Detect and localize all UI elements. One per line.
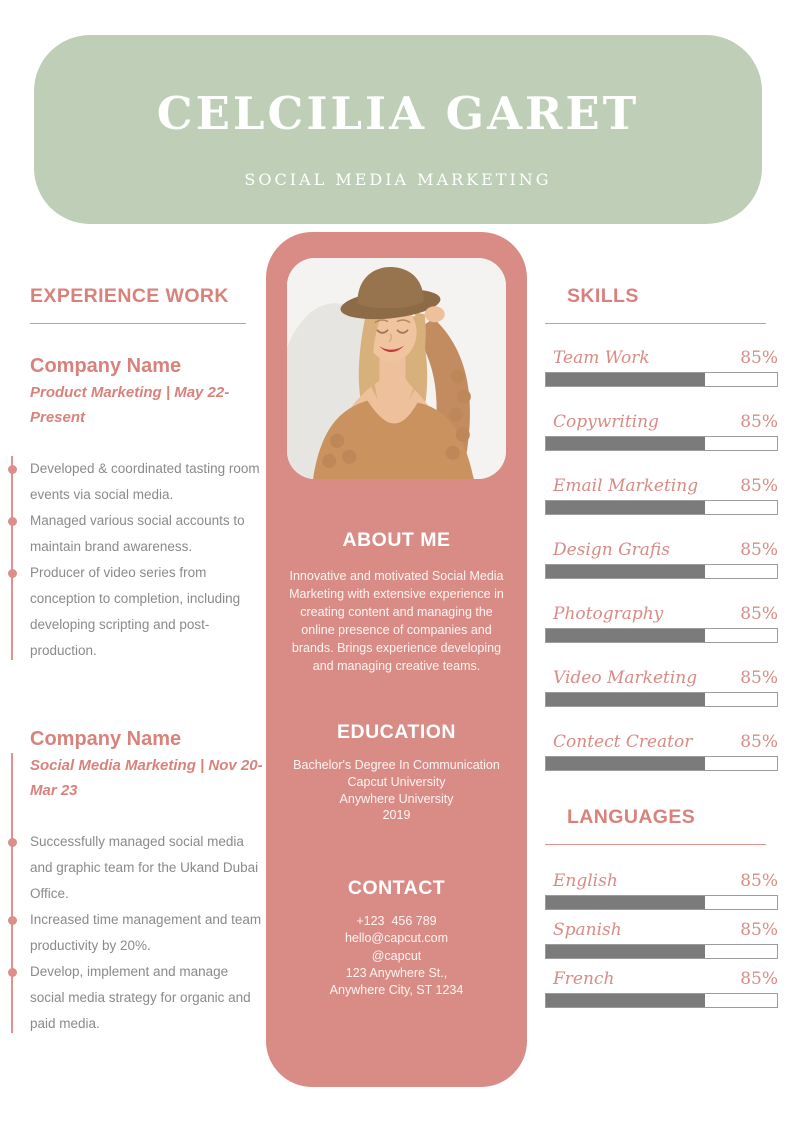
- job2-company: Company Name: [30, 728, 182, 750]
- language-percent: 85%: [740, 920, 778, 940]
- job-bullet: Increased time management and team produ…: [7, 907, 263, 959]
- skills-divider: [545, 323, 766, 324]
- skill-bar: [545, 564, 778, 579]
- experience-heading: EXPERIENCE WORK: [30, 285, 229, 307]
- job-bullet: Successfully managed social media and gr…: [7, 829, 263, 907]
- contact-line: hello@capcut.com: [344, 931, 448, 946]
- education-line: Bachelor's Degree In Communication: [293, 758, 500, 772]
- job-entry-1: Company Name Product Marketing | May 22-…: [7, 355, 263, 664]
- skill-percent: 85%: [740, 412, 778, 432]
- contact-lines: +123 456 789 hello@capcut.com @capcut 123 A…: [266, 913, 527, 999]
- job2-meta: Social Media Marketing | Nov 20-Mar 23: [30, 757, 263, 799]
- profile-photo: [287, 258, 506, 479]
- job-entry-2: Company Name Social Media Marketing | No…: [7, 728, 263, 1037]
- skill-percent: 85%: [740, 668, 778, 688]
- language-row: English 85%: [545, 871, 778, 910]
- skill-bar-fill: [546, 693, 706, 706]
- education-line: Capcut University: [347, 774, 446, 789]
- skill-row: Email Marketing 85%: [545, 476, 778, 515]
- skill-label: Contect Creator: [553, 732, 693, 752]
- language-label: English: [553, 871, 618, 891]
- skill-row: Video Marketing 85%: [545, 668, 778, 707]
- education-lines: Bachelor's Degree In Communication Capcut…: [266, 757, 527, 824]
- job2-bullet-list: Successfully managed social media and gr…: [7, 753, 263, 1037]
- skill-label: Copywriting: [553, 412, 659, 432]
- skill-row: Copywriting 85%: [545, 412, 778, 451]
- language-row: Spanish 85%: [545, 920, 778, 959]
- skill-bar-fill: [546, 501, 706, 514]
- languages-rows: English 85% Spanish 85%: [545, 871, 778, 1008]
- education-heading: EDUCATION: [337, 721, 456, 743]
- header-band: CELCILIA GARET SOCIAL MEDIA MARKETING: [34, 35, 762, 224]
- skill-bar: [545, 628, 778, 643]
- contact-line: 123 Anywhere St.,: [345, 965, 448, 980]
- languages-divider: [545, 844, 766, 845]
- about-heading: ABOUT ME: [342, 529, 451, 551]
- skill-bar-fill: [546, 629, 706, 642]
- language-bar-fill: [546, 896, 706, 909]
- skill-percent: 85%: [740, 540, 778, 560]
- skill-bar-fill: [546, 373, 706, 386]
- skill-label: Email Marketing: [553, 476, 699, 496]
- skill-bar: [545, 436, 778, 451]
- about-text: Innovative and motivated Social Media Ma…: [289, 569, 504, 673]
- job1-company: Company Name: [30, 355, 182, 377]
- skills-rows: Team Work 85% Copywriting 85%: [545, 348, 778, 771]
- skill-bar: [545, 500, 778, 515]
- language-bar: [545, 895, 778, 910]
- job-bullet: Producer of video series from conception…: [7, 560, 263, 664]
- skills-heading: SKILLS: [567, 285, 639, 307]
- experience-section: EXPERIENCE WORK Company Name Product Mar…: [7, 285, 263, 1037]
- education-line: 2019: [382, 808, 411, 823]
- languages-heading: LANGUAGES: [567, 806, 696, 828]
- skill-label: Video Marketing: [553, 668, 698, 688]
- contact-line: +123 456 789: [356, 914, 437, 929]
- skill-label: Photography: [553, 604, 664, 624]
- contact-line: Anywhere City, ST 1234: [329, 983, 464, 997]
- skill-bar-fill: [546, 565, 706, 578]
- skill-label: Design Grafis: [553, 540, 670, 560]
- skill-percent: 85%: [740, 348, 778, 368]
- skill-percent: 85%: [740, 604, 778, 624]
- education-line: Anywhere University: [339, 791, 454, 806]
- skill-percent: 85%: [740, 476, 778, 496]
- contact-line: @capcut: [371, 948, 422, 963]
- language-percent: 85%: [740, 969, 778, 989]
- skill-row: Team Work 85%: [545, 348, 778, 387]
- skill-bar-fill: [546, 757, 706, 770]
- language-bar: [545, 993, 778, 1008]
- job1-bullet-list: Developed & coordinated tasting room eve…: [7, 456, 263, 664]
- job1-meta: Product Marketing | May 22-Present: [30, 384, 230, 426]
- skill-percent: 85%: [740, 732, 778, 752]
- language-bar-fill: [546, 945, 706, 958]
- profile-photo-illustration: [287, 258, 506, 479]
- job-bullet: Managed various social accounts to maint…: [7, 508, 263, 560]
- contact-heading: CONTACT: [347, 877, 446, 900]
- skill-row: Photography 85%: [545, 604, 778, 643]
- profile-card: ABOUT ME Innovative and motivated Social…: [266, 232, 527, 1087]
- language-percent: 85%: [740, 871, 778, 891]
- skill-row: Contect Creator 85%: [545, 732, 778, 771]
- language-label: French: [553, 969, 615, 989]
- job-bullet: Develop, implement and manage social med…: [7, 959, 263, 1037]
- skill-row: Design Grafis 85%: [545, 540, 778, 579]
- skill-bar: [545, 372, 778, 387]
- language-bar-fill: [546, 994, 706, 1007]
- skill-label: Team Work: [553, 348, 650, 368]
- skills-section: SKILLS Team Work 85% Copywriting: [545, 285, 778, 1018]
- experience-divider: [30, 323, 246, 324]
- person-name: CELCILIA GARET: [156, 87, 640, 140]
- skill-bar: [545, 692, 778, 707]
- person-role: SOCIAL MEDIA MARKETING: [244, 170, 552, 189]
- skill-bar-fill: [546, 437, 706, 450]
- skill-bar: [545, 756, 778, 771]
- job-bullet: Developed & coordinated tasting room eve…: [7, 456, 263, 508]
- language-row: French 85%: [545, 969, 778, 1008]
- language-label: Spanish: [553, 920, 622, 940]
- language-bar: [545, 944, 778, 959]
